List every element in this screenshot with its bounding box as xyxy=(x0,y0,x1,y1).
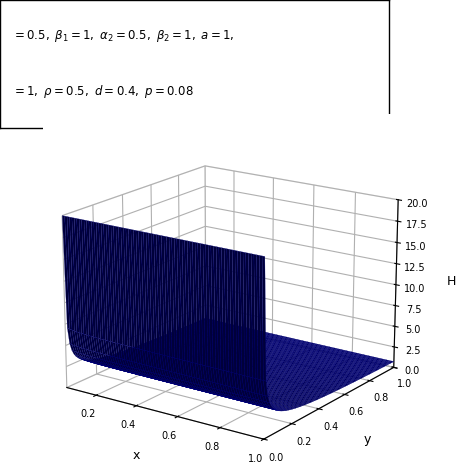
Y-axis label: y: y xyxy=(364,433,371,447)
X-axis label: x: x xyxy=(133,449,140,462)
Text: $= 0.5,\ \beta_1 = 1,\ \alpha_2 = 0.5,\ \beta_2 = 1,\ a = 1,$: $= 0.5,\ \beta_1 = 1,\ \alpha_2 = 0.5,\ … xyxy=(12,28,234,44)
Text: $= 1,\ \rho = 0.5,\ d = 0.4,\ p = 0.08$: $= 1,\ \rho = 0.5,\ d = 0.4,\ p = 0.08$ xyxy=(12,83,193,100)
